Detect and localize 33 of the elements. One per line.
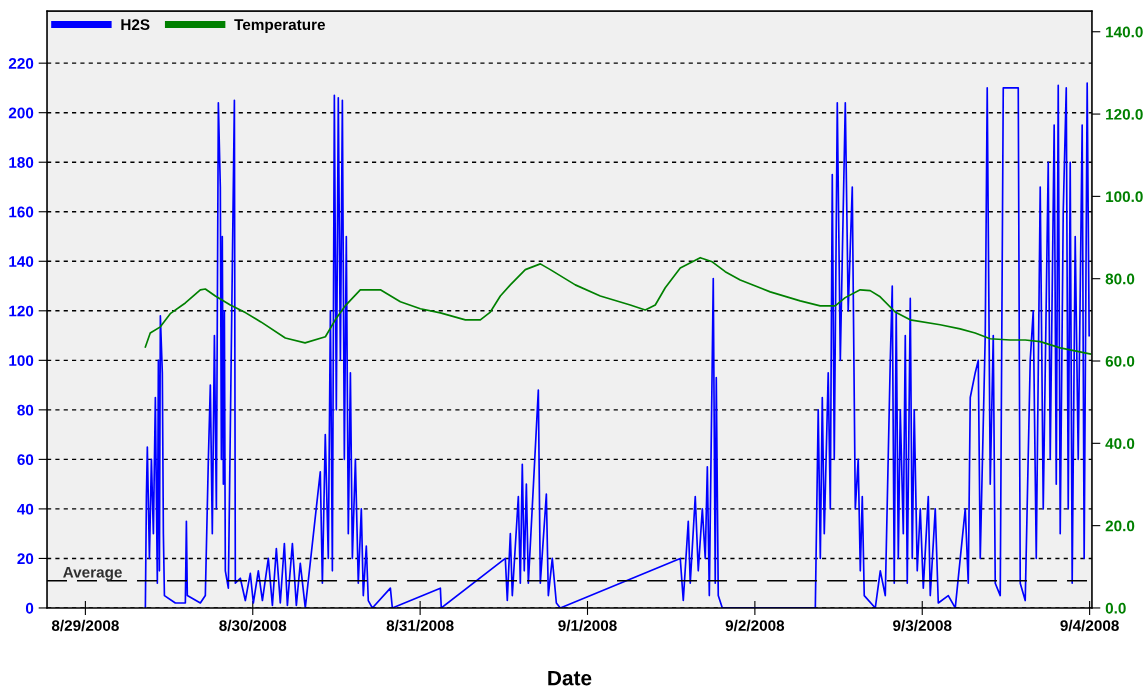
x-tick-label: 9/3/2008 <box>893 619 952 632</box>
y2-tick-label: 60.0 <box>1105 355 1135 367</box>
x-tick-label: 8/30/2008 <box>219 619 287 632</box>
y-tick-label: 40 <box>17 503 34 515</box>
line-series <box>144 82 1090 608</box>
y-tick-label: 80 <box>17 404 34 416</box>
x-tick-label: 8/31/2008 <box>386 619 454 632</box>
y2-tick-label: 20.0 <box>1105 520 1135 532</box>
y2-tick-label: 40.0 <box>1105 438 1135 450</box>
x-tick-label: 9/1/2008 <box>558 619 617 632</box>
y2-tick-label: 80.0 <box>1105 273 1135 285</box>
y2-tick-label: 140.0 <box>1106 26 1143 38</box>
y-tick-label: 220 <box>8 58 34 69</box>
x-tick-label: 9/4/2008 <box>1060 619 1119 632</box>
y-tick-label: 100 <box>9 355 34 367</box>
legend-label: Temperature <box>234 19 326 34</box>
y-tick-label: 60 <box>17 454 34 466</box>
y2-tick-label: 0.0 <box>1105 602 1126 614</box>
x-axis-title: Date <box>548 670 592 686</box>
x-tick-label: 8/29/2008 <box>51 619 119 632</box>
y-tick-label: 20 <box>17 553 34 565</box>
y2-tick-label: 100.0 <box>1106 191 1143 203</box>
y-tick-label: 0 <box>25 602 34 614</box>
y-tick-label: 160 <box>9 206 34 218</box>
legend-label: H2S <box>121 19 150 31</box>
y-tick-label: 140 <box>9 256 34 267</box>
y-tick-label: 180 <box>9 157 34 168</box>
ref-line-label: Average <box>63 566 122 581</box>
y2-tick-label: 120.0 <box>1106 108 1143 120</box>
y-tick-label: 200 <box>8 107 34 119</box>
x-tick-label: 9/2/2008 <box>725 619 785 632</box>
y-tick-label: 120 <box>9 305 34 317</box>
line-series <box>144 256 1092 355</box>
